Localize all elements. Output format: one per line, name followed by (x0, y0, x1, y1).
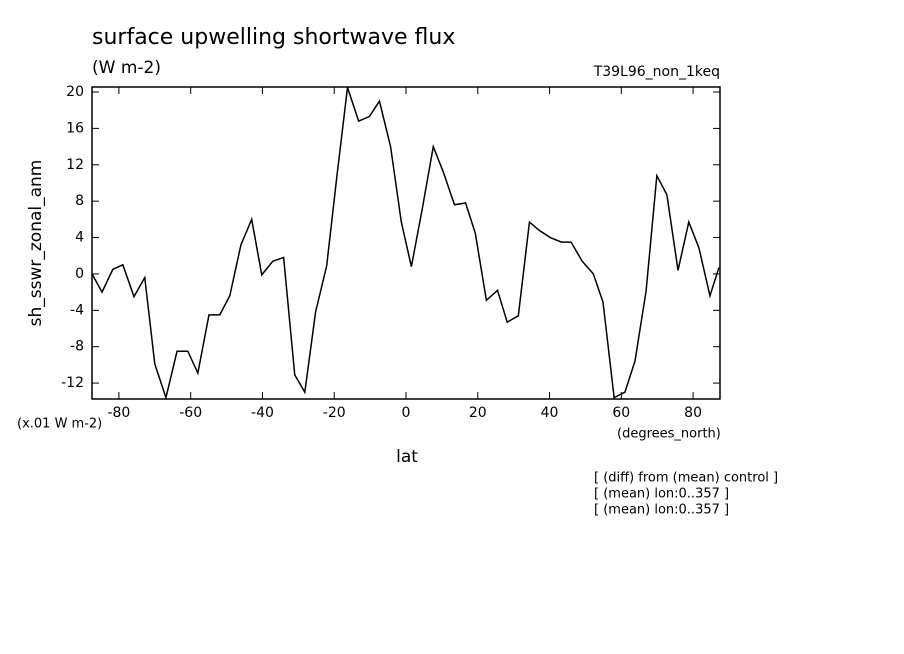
y-axis-label: sh_sswr_zonal_anm (26, 160, 46, 327)
x-tick-label: 0 (402, 405, 411, 421)
x-tick-label: -80 (107, 405, 130, 421)
data-line (91, 87, 720, 401)
y-tick-label: -4 (70, 302, 84, 318)
y-tick-label: -8 (70, 339, 84, 355)
x-axis-label: lat (396, 447, 418, 467)
y-units: (x.01 W m-2) (17, 417, 102, 432)
annotation: [ (mean) lon:0..357 ] (594, 503, 729, 518)
annotation: [ (mean) lon:0..357 ] (594, 487, 729, 502)
x-tick-label: -20 (323, 405, 346, 421)
y-tick-label: 0 (75, 266, 84, 282)
y-tick-label: 12 (66, 157, 84, 173)
x-tick-label: -60 (179, 405, 202, 421)
x-tick-label: 40 (541, 405, 559, 421)
chart-title: surface upwelling shortwave flux (92, 25, 455, 50)
y-tick-label: -12 (61, 375, 84, 391)
x-tick-label: 20 (469, 405, 487, 421)
y-tick-label: 8 (75, 193, 84, 209)
y-tick-label: 4 (75, 230, 84, 246)
x-tick-label: 80 (684, 405, 702, 421)
chart-subtitle: (W m-2) (92, 58, 161, 78)
y-tick-label: 20 (66, 84, 84, 100)
annotation: [ (diff) from (mean) control ] (594, 471, 778, 486)
x-tick-label: -40 (251, 405, 274, 421)
x-tick-label: 60 (612, 405, 630, 421)
run-label: T39L96_non_1keq (593, 64, 720, 80)
y-tick-label: 16 (66, 120, 84, 136)
x-units: (degrees_north) (617, 427, 721, 442)
